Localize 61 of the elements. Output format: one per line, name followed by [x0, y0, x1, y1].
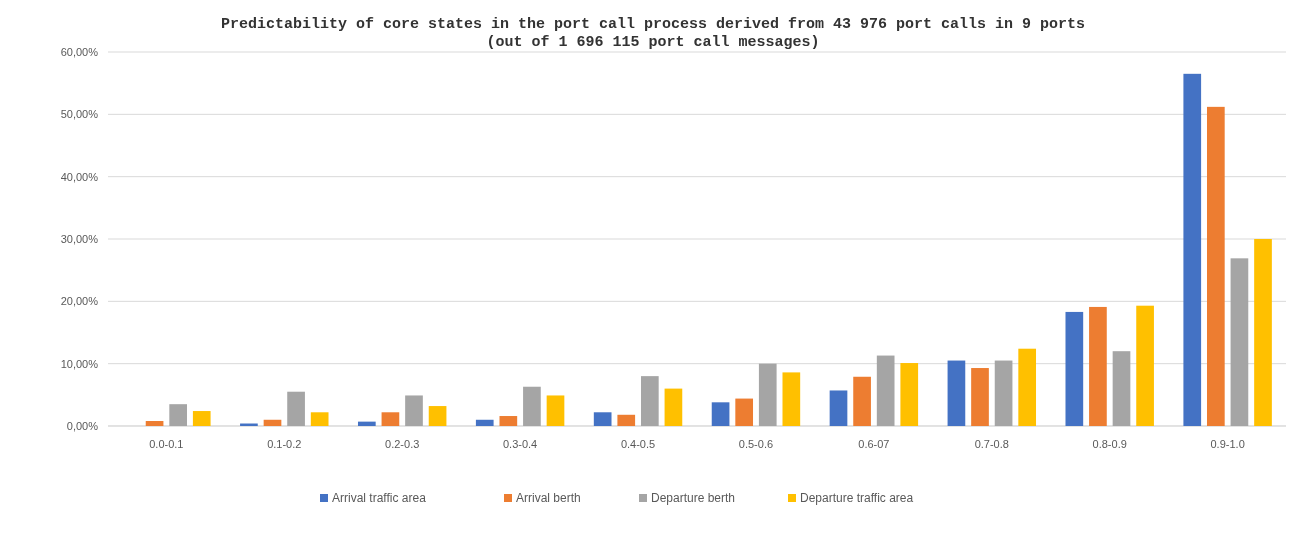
y-tick-label: 50,00% [60, 108, 99, 121]
bar [782, 372, 801, 426]
legend-label: Departure traffic area [800, 491, 914, 505]
chart-title: Predictability of core states in the port call process derived from 43 976 port calls in 9 ports [220, 16, 1086, 33]
y-tick-label: 10,00% [60, 357, 99, 370]
y-tick-label: 20,00% [60, 295, 99, 308]
bar [758, 363, 777, 426]
bar [523, 386, 541, 426]
bar [1183, 73, 1202, 426]
y-tick-label: 40,00% [60, 170, 99, 183]
bar [1089, 306, 1107, 426]
y-tick-label: 60,00% [60, 45, 99, 58]
bar [593, 412, 612, 426]
bar [711, 402, 730, 426]
bar [192, 411, 211, 426]
bar [357, 421, 376, 426]
bar [876, 355, 895, 426]
legend-label: Departure berth [651, 491, 736, 505]
bar [405, 395, 423, 426]
bar [287, 391, 305, 426]
bar [263, 419, 282, 426]
bar [853, 376, 871, 426]
legend-label: Arrival traffic area [332, 491, 427, 505]
x-tick-label: 0.1-0.2 [267, 438, 302, 450]
bar [169, 404, 187, 426]
x-tick-label: 0.9-1.0 [1210, 438, 1245, 450]
x-tick-label: 0.7-0.8 [974, 438, 1009, 450]
bar [971, 368, 989, 426]
bar [1136, 305, 1154, 426]
bar [735, 398, 754, 426]
bar [1018, 348, 1037, 426]
x-tick-label: 0.6-07 [858, 438, 890, 450]
bar [428, 406, 447, 426]
x-tick-label: 0.8-0.9 [1092, 438, 1127, 450]
bar [499, 416, 518, 426]
bar [1065, 311, 1084, 426]
bar [900, 363, 919, 426]
bar [546, 395, 565, 426]
x-tick-label: 0.4-0.5 [620, 438, 656, 450]
bar [1230, 258, 1249, 426]
bar [475, 419, 494, 426]
bar [1112, 351, 1131, 426]
bar [664, 388, 683, 426]
bar [310, 412, 329, 426]
legend-label: Arrival berth [516, 491, 581, 505]
x-tick-label: 0.5-0.6 [738, 438, 774, 450]
bar [640, 376, 659, 426]
y-tick-label: 0,00% [66, 419, 99, 432]
bar [1206, 106, 1225, 426]
bar [617, 414, 636, 426]
y-tick-label: 30,00% [60, 232, 99, 245]
bar [145, 421, 164, 426]
chart-subtitle: (out of 1 696 115 port call messages) [486, 34, 820, 51]
bar [947, 360, 966, 426]
bar [381, 412, 400, 426]
x-tick-label: 0.0-0.1 [149, 438, 184, 450]
bar [1254, 239, 1272, 426]
bar [994, 360, 1013, 426]
bar [829, 390, 848, 426]
x-tick-label: 0.2-0.3 [385, 438, 420, 450]
x-tick-label: 0.3-0.4 [503, 438, 538, 450]
